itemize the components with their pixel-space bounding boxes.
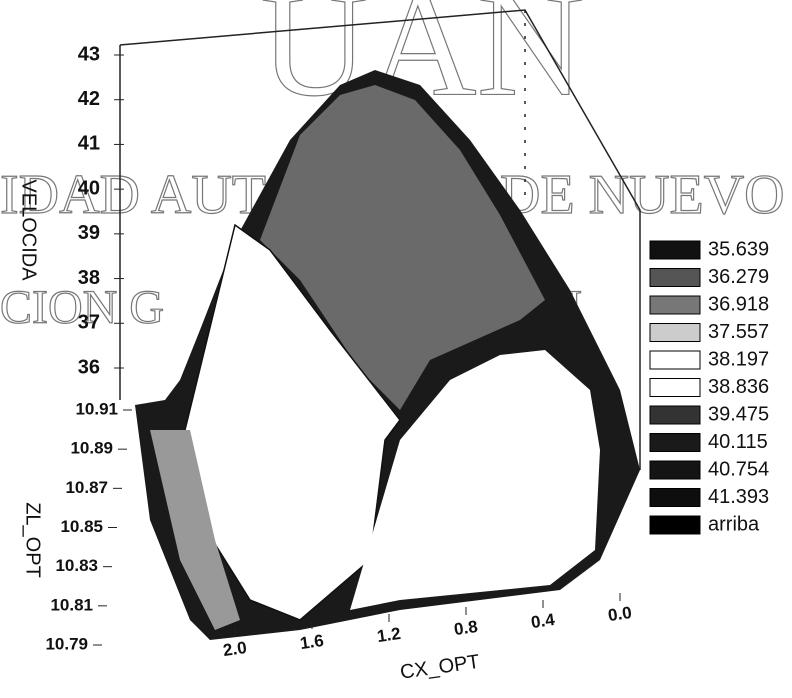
z-tick-label: 39 [78, 222, 100, 244]
legend-label: 36.918 [708, 293, 769, 315]
y-axis-label: ZL_OPT [22, 502, 44, 578]
box-back-edge [119, 9, 641, 470]
legend-swatch [649, 240, 701, 260]
legend-label: 40.754 [708, 458, 769, 480]
legend-swatch [649, 268, 701, 287]
legend-swatch [649, 405, 701, 425]
legend-label: 39.475 [708, 403, 769, 425]
x-tick-label: 0.0 [607, 603, 633, 625]
x-tick-label: 0.8 [453, 617, 479, 639]
legend-swatch [649, 323, 701, 342]
watermark-text: IDAD AUT [0, 164, 266, 226]
x-tick-label: 1.6 [299, 631, 325, 653]
x-tick-label: 1.2 [376, 624, 402, 646]
legend-label: 38.836 [708, 376, 769, 398]
legend-swatch [649, 488, 701, 507]
x-tick-label: 2.0 [222, 638, 248, 660]
legend-swatch [649, 515, 701, 535]
z-tick-label: 40 [78, 177, 100, 199]
legend-swatch [649, 295, 701, 315]
y-tick-label: 10.79 [45, 634, 88, 653]
legend-swatch [649, 378, 701, 397]
surface [135, 70, 640, 640]
legend-swatch [649, 350, 701, 370]
box [119, 9, 641, 470]
y-tick-label: 10.89 [70, 439, 113, 458]
surface-ridge [260, 85, 545, 410]
y-tick-label: 10.83 [55, 556, 98, 575]
legend-swatch [649, 460, 701, 480]
legend-label: arriba [708, 513, 760, 535]
watermark-text: CION G [0, 281, 164, 334]
legend-label: 38.197 [708, 348, 769, 370]
z-tick-label: 41 [78, 133, 100, 155]
legend-label: 40.115 [708, 431, 768, 453]
surface-front [150, 430, 240, 630]
x-axis-label: CX_OPT [399, 651, 481, 684]
z-axis-label: VELOCIDA [18, 179, 40, 281]
legend-label: 36.279 [708, 266, 769, 288]
legend-label: 41.393 [708, 486, 769, 508]
x-tick-label: 0.4 [530, 610, 557, 632]
z-tick-label: 42 [78, 88, 100, 110]
y-tick-label: 10.87 [65, 478, 108, 497]
y-tick-label: 10.81 [50, 595, 93, 614]
watermark-text: DE NUEVO [500, 164, 785, 226]
y-tick-label: 10.85 [60, 517, 103, 536]
z-tick-label: 37 [78, 312, 100, 334]
legend-label: 37.557 [708, 321, 769, 343]
y-tick-label: 10.91 [75, 399, 118, 418]
surface-lower [350, 350, 600, 610]
legend-label: 35.639 [708, 238, 769, 260]
z-tick-label: 38 [78, 267, 100, 289]
z-tick-label: 36 [78, 356, 100, 378]
z-tick-label: 43 [78, 43, 100, 65]
legend-swatch [649, 433, 701, 452]
